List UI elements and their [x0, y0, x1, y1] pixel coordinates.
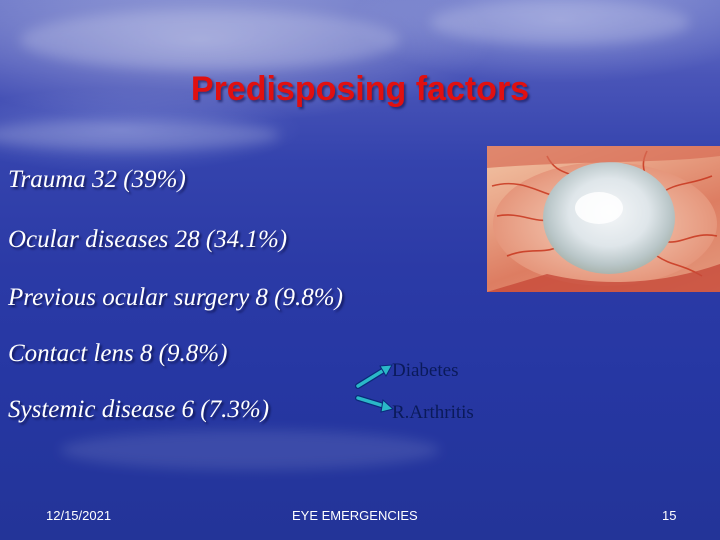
- footer-title: EYE EMERGENCIES: [292, 508, 418, 523]
- eye-illustration: [487, 146, 720, 292]
- background-cloud: [20, 10, 400, 70]
- bullet-previous-surgery: Previous ocular surgery 8 (9.8%): [8, 284, 343, 311]
- footer-page-number: 15: [662, 508, 677, 523]
- bullet-systemic-disease: Systemic disease 6 (7.3%): [8, 396, 270, 423]
- background-cloud: [0, 120, 280, 150]
- background-cloud: [60, 430, 440, 470]
- bullet-ocular-diseases: Ocular diseases 28 (34.1%): [8, 226, 288, 253]
- label-arthritis: R.Arthritis: [392, 402, 474, 423]
- arrow-to-diabetes: [355, 364, 393, 389]
- footer-date: 12/15/2021: [46, 508, 112, 523]
- background-cloud: [430, 0, 690, 45]
- label-diabetes: Diabetes: [392, 360, 459, 381]
- slide-title: Predisposing factors: [190, 70, 530, 108]
- arrow-to-arthritis: [355, 395, 395, 413]
- bullet-contact-lens: Contact lens 8 (9.8%): [8, 340, 228, 367]
- bullet-trauma: Trauma 32 (39%): [8, 166, 186, 193]
- corneal-ulcer-photo: [487, 146, 720, 292]
- arrows-graphic: [355, 364, 395, 413]
